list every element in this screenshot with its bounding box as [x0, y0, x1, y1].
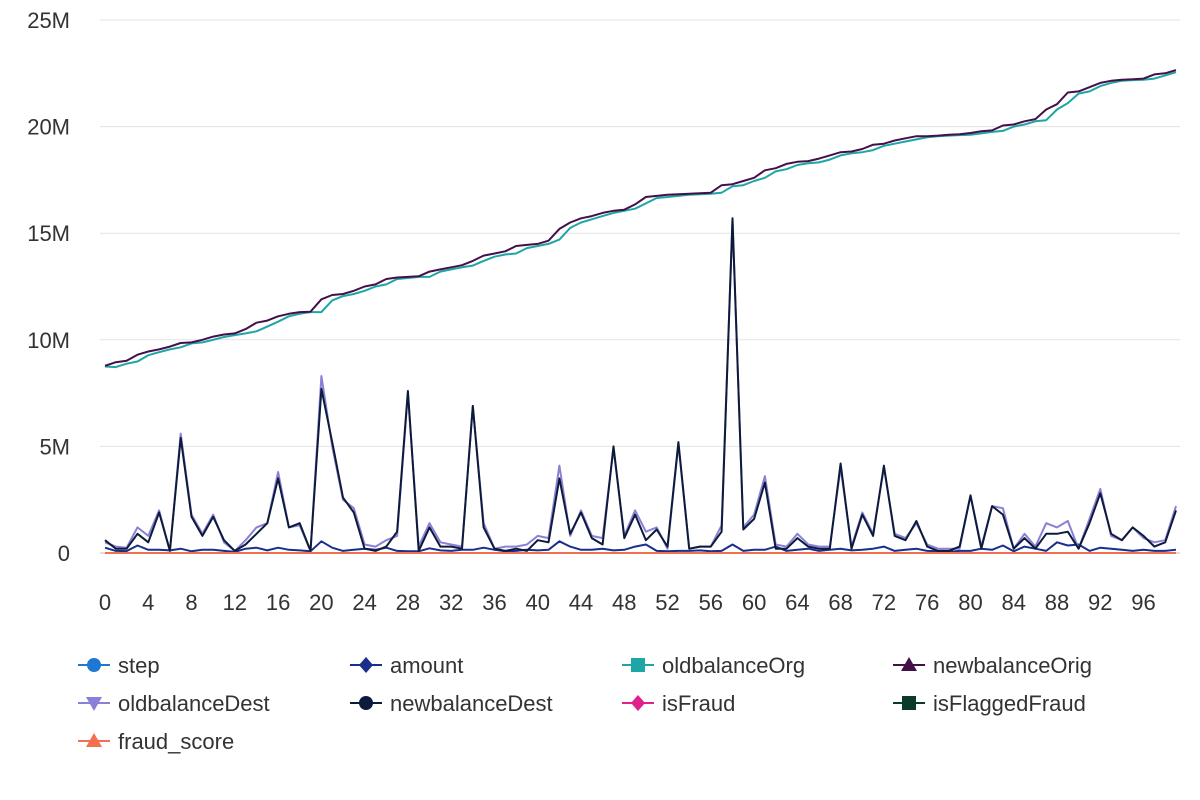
- legend-label: amount: [390, 653, 463, 678]
- step-marker-icon: [87, 658, 101, 672]
- x-tick-label: 84: [1001, 590, 1025, 615]
- legend-label: isFraud: [662, 691, 735, 716]
- y-tick-label: 5M: [39, 434, 70, 459]
- legend-label: newbalanceOrig: [933, 653, 1092, 678]
- x-tick-label: 64: [785, 590, 809, 615]
- legend-item-step[interactable]: step: [78, 653, 160, 678]
- y-tick-label: 0: [58, 541, 70, 566]
- x-tick-label: 72: [872, 590, 896, 615]
- x-tick-label: 0: [99, 590, 111, 615]
- x-tick-label: 76: [915, 590, 939, 615]
- x-tick-label: 36: [482, 590, 506, 615]
- newbalancedest-marker-icon: [359, 696, 373, 710]
- legend-item-isfraud[interactable]: isFraud: [622, 691, 735, 716]
- grid-lines: [100, 19, 1180, 554]
- x-tick-label: 8: [185, 590, 197, 615]
- legend-label: step: [118, 653, 160, 678]
- y-axis: 0 5M 10M 15M 20M 25M: [27, 8, 70, 566]
- legend-label: oldbalanceDest: [118, 691, 270, 716]
- legend-item-oldbalanceorg[interactable]: oldbalanceOrg: [622, 653, 805, 678]
- legend-label: isFlaggedFraud: [933, 691, 1086, 716]
- legend-item-fraud-score[interactable]: fraud_score: [78, 729, 234, 754]
- plot-area: [104, 69, 1177, 554]
- legend: step amount oldbalanceOrg newbalanceOrig old…: [78, 653, 1092, 754]
- y-tick-label: 15M: [27, 221, 70, 246]
- x-tick-label: 80: [958, 590, 982, 615]
- amount-marker-icon: [359, 657, 373, 673]
- y-tick-label: 25M: [27, 8, 70, 33]
- x-tick-label: 52: [655, 590, 679, 615]
- y-tick-label: 20M: [27, 115, 70, 140]
- x-tick-label: 16: [266, 590, 290, 615]
- x-tick-label: 48: [612, 590, 636, 615]
- x-tick-label: 60: [742, 590, 766, 615]
- x-tick-label: 44: [569, 590, 593, 615]
- x-tick-label: 88: [1045, 590, 1069, 615]
- legend-label: fraud_score: [118, 729, 234, 754]
- series-line-oldbalanceorg: [104, 71, 1177, 369]
- x-tick-label: 20: [309, 590, 333, 615]
- series-line-newbalancedest: [104, 217, 1177, 552]
- x-tick-label: 32: [439, 590, 463, 615]
- series-line-amount: [104, 540, 1177, 553]
- legend-item-oldbalancedest[interactable]: oldbalanceDest: [78, 691, 270, 716]
- isflaggedfraud-marker-icon: [902, 696, 916, 710]
- series-line-oldbalancedest: [104, 219, 1177, 552]
- legend-item-amount[interactable]: amount: [350, 653, 463, 678]
- y-tick-label: 10M: [27, 328, 70, 353]
- x-tick-label: 4: [142, 590, 154, 615]
- legend-label: oldbalanceOrg: [662, 653, 805, 678]
- legend-item-newbalanceorig[interactable]: newbalanceOrig: [893, 653, 1092, 678]
- x-tick-label: 40: [525, 590, 549, 615]
- oldbalancedest-marker-icon: [86, 697, 102, 711]
- x-tick-label: 28: [396, 590, 420, 615]
- x-tick-label: 96: [1131, 590, 1155, 615]
- fraud-score-marker-icon: [86, 733, 102, 747]
- x-tick-label: 92: [1088, 590, 1112, 615]
- x-tick-label: 24: [352, 590, 376, 615]
- x-tick-label: 12: [223, 590, 247, 615]
- isfraud-marker-icon: [631, 695, 645, 711]
- legend-item-isflaggedfraud[interactable]: isFlaggedFraud: [893, 691, 1086, 716]
- legend-item-newbalancedest[interactable]: newbalanceDest: [350, 691, 553, 716]
- newbalanceorig-marker-icon: [901, 657, 917, 671]
- series-line-newbalanceorig: [104, 69, 1177, 367]
- legend-label: newbalanceDest: [390, 691, 553, 716]
- x-axis: 0 4 8 12 16 20 24 28 32 36 40 44 48 52 56 60 64 68 72 76 80 8…: [99, 590, 1156, 615]
- x-tick-label: 68: [828, 590, 852, 615]
- oldbalanceorg-marker-icon: [631, 658, 645, 672]
- x-tick-label: 56: [699, 590, 723, 615]
